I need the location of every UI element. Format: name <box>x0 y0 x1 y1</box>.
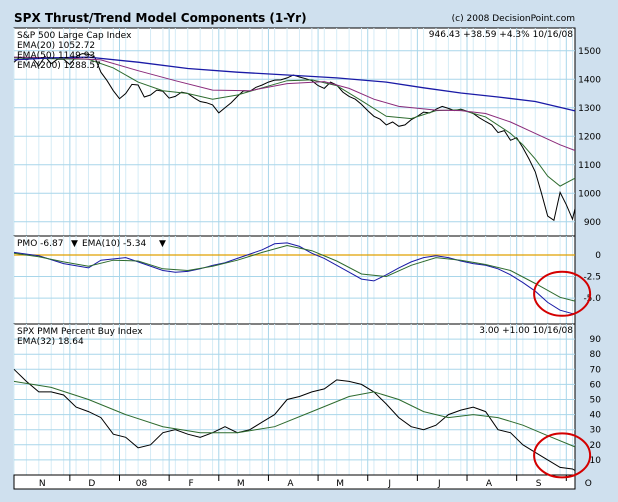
series-line-ema32 <box>13 380 576 448</box>
chart-title: SPX Thrust/Trend Model Components (1-Yr) <box>14 11 307 25</box>
y-tick-label: 50 <box>590 396 602 406</box>
x-tick-label: N <box>39 479 46 489</box>
pmm-panel: 10 20 30 40 50 60 70 80 90 SPX PMM Percent Buy In… <box>13 323 602 476</box>
legend-item: PMO -6.87 <box>17 239 63 249</box>
chart-credit: (c) 2008 DecisionPoint.com <box>452 14 575 24</box>
y-tick-label: 1400 <box>578 75 601 85</box>
x-axis-frame <box>13 474 576 490</box>
y-tick-label: 70 <box>590 365 602 375</box>
quote-readout: 3.00 +1.00 10/16/08 <box>479 326 573 336</box>
y-tick-label: 10 <box>590 456 602 466</box>
x-tick-label: 08 <box>136 479 148 489</box>
legend-title: S&P 500 Large Cap Index <box>17 31 132 41</box>
y-tick-label: 1300 <box>578 104 601 114</box>
y-tick-label: 900 <box>584 218 601 228</box>
y-tick-label: 1100 <box>578 161 601 171</box>
series-line-ema10 <box>13 244 576 302</box>
x-tick-label: A <box>287 479 294 489</box>
x-tick-label: M <box>237 479 245 489</box>
quote-readout: 946.43 +38.59 +4.3% 10/16/08 <box>429 30 573 40</box>
series-line-pmm <box>13 368 576 471</box>
series-line-ema50 <box>13 56 576 151</box>
y-tick-label: 90 <box>590 335 602 345</box>
legend-item: EMA(200) 1288.57 <box>17 61 101 71</box>
x-tick-label: S <box>536 479 542 489</box>
legend-arrow: ▼ <box>159 239 166 249</box>
x-tick-label: J <box>387 479 391 489</box>
x-tick-label: F <box>189 479 194 489</box>
annotations <box>533 270 592 479</box>
x-tick-label: M <box>336 479 344 489</box>
highlight-circle <box>533 270 592 317</box>
y-tick-label: 80 <box>590 350 602 360</box>
price-panel: 900 1000 1100 1200 1300 1400 1500 S&P 500 Large… <box>13 27 601 237</box>
x-tick-label: D <box>88 479 95 489</box>
series-line-ema200 <box>13 56 576 112</box>
series-line-ema20 <box>13 57 576 187</box>
y-tick-label: 40 <box>590 411 602 421</box>
legend-item: EMA(10) -5.34 <box>82 239 147 249</box>
x-axis: N D 08 F M A M J J A S O <box>13 474 592 490</box>
legend-arrow: ▼ <box>71 239 78 249</box>
y-tick-label: 0 <box>595 251 601 261</box>
legend-item: EMA(50) 1149.93 <box>17 51 95 61</box>
legend-item: EMA(20) 1052.72 <box>17 41 95 51</box>
x-tick-label: O <box>585 479 592 489</box>
legend-title: SPX PMM Percent Buy Index <box>17 327 143 337</box>
y-tick-label: -2.5 <box>583 273 601 283</box>
y-tick-label: 1200 <box>578 132 601 142</box>
x-tick-label: J <box>437 479 441 489</box>
panel-frame <box>13 235 576 325</box>
pmo-panel: 0 -2.5 -5.0 PMO -6.87 ▼ EMA(10) -5.34 ▼ <box>13 235 601 325</box>
y-tick-label: 20 <box>590 441 602 451</box>
y-tick-label: 1500 <box>578 47 601 57</box>
y-tick-label: -5.0 <box>583 294 601 304</box>
y-tick-label: 30 <box>590 426 602 436</box>
series-line-pmo <box>13 242 576 315</box>
panel-frame <box>13 27 576 237</box>
highlight-circle <box>533 432 592 479</box>
x-tick-label: A <box>486 479 493 489</box>
y-tick-label: 60 <box>590 380 602 390</box>
y-tick-label: 1000 <box>578 189 601 199</box>
legend-item: EMA(32) 18.64 <box>17 337 84 347</box>
